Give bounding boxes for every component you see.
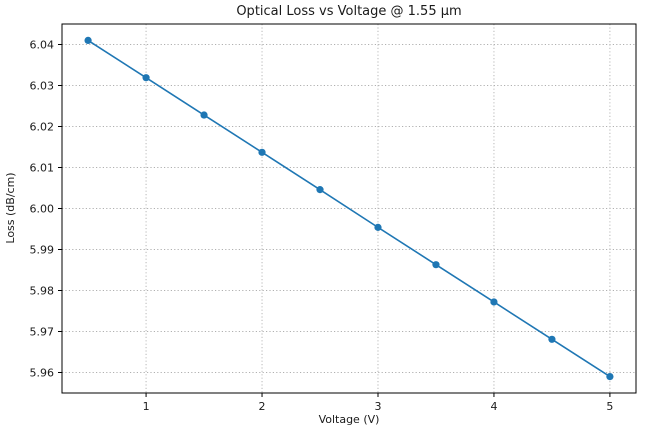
x-tick-label: 5 bbox=[606, 400, 613, 413]
data-point-marker bbox=[432, 261, 440, 269]
y-tick-label: 6.04 bbox=[30, 39, 55, 52]
x-tick-label: 1 bbox=[143, 400, 150, 413]
y-tick-label: 6.00 bbox=[30, 203, 55, 216]
data-point-marker bbox=[548, 335, 556, 343]
data-point-marker bbox=[84, 36, 92, 45]
x-tick-label: 2 bbox=[259, 400, 266, 413]
x-axis-label: Voltage (V) bbox=[319, 413, 380, 426]
series-line bbox=[87, 39, 611, 378]
y-tick-label: 5.98 bbox=[30, 285, 55, 298]
x-tick-label: 3 bbox=[374, 400, 381, 413]
chart-title: Optical Loss vs Voltage @ 1.55 μm bbox=[236, 4, 461, 19]
axes bbox=[58, 23, 637, 397]
data-point-marker bbox=[316, 186, 324, 194]
data-point-marker bbox=[258, 148, 266, 156]
y-tick-label: 5.99 bbox=[30, 244, 55, 257]
y-tick-label: 6.01 bbox=[30, 162, 55, 175]
y-tick-label: 6.02 bbox=[30, 121, 55, 134]
tick-labels: 1 2 3 4 5 5.96 5.97 5.98 5.99 6.00 6.01 6.02 6.03 6.0… bbox=[30, 39, 614, 414]
y-axis-label: Loss (dB/cm) bbox=[4, 172, 17, 243]
data-point-marker bbox=[142, 74, 150, 82]
y-tick-label: 5.96 bbox=[30, 367, 55, 380]
y-tick-label: 5.97 bbox=[30, 326, 55, 339]
data-point-marker bbox=[200, 111, 208, 119]
data-point-marker bbox=[490, 298, 498, 306]
data-point-marker bbox=[606, 373, 614, 381]
x-tick-label: 4 bbox=[490, 400, 497, 413]
data-series bbox=[84, 36, 614, 381]
data-point-marker bbox=[374, 223, 382, 231]
y-tick-label: 6.03 bbox=[30, 80, 55, 93]
